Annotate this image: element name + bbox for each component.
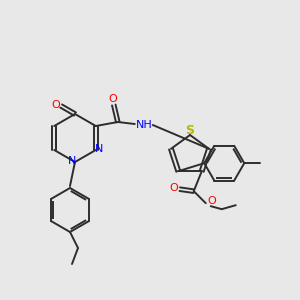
Text: N: N bbox=[94, 144, 103, 154]
Text: N: N bbox=[68, 156, 76, 166]
Text: O: O bbox=[207, 196, 216, 206]
Text: O: O bbox=[169, 183, 178, 193]
Text: NH: NH bbox=[135, 120, 152, 130]
Text: O: O bbox=[108, 94, 117, 104]
Text: S: S bbox=[185, 124, 194, 136]
Text: O: O bbox=[52, 100, 61, 110]
